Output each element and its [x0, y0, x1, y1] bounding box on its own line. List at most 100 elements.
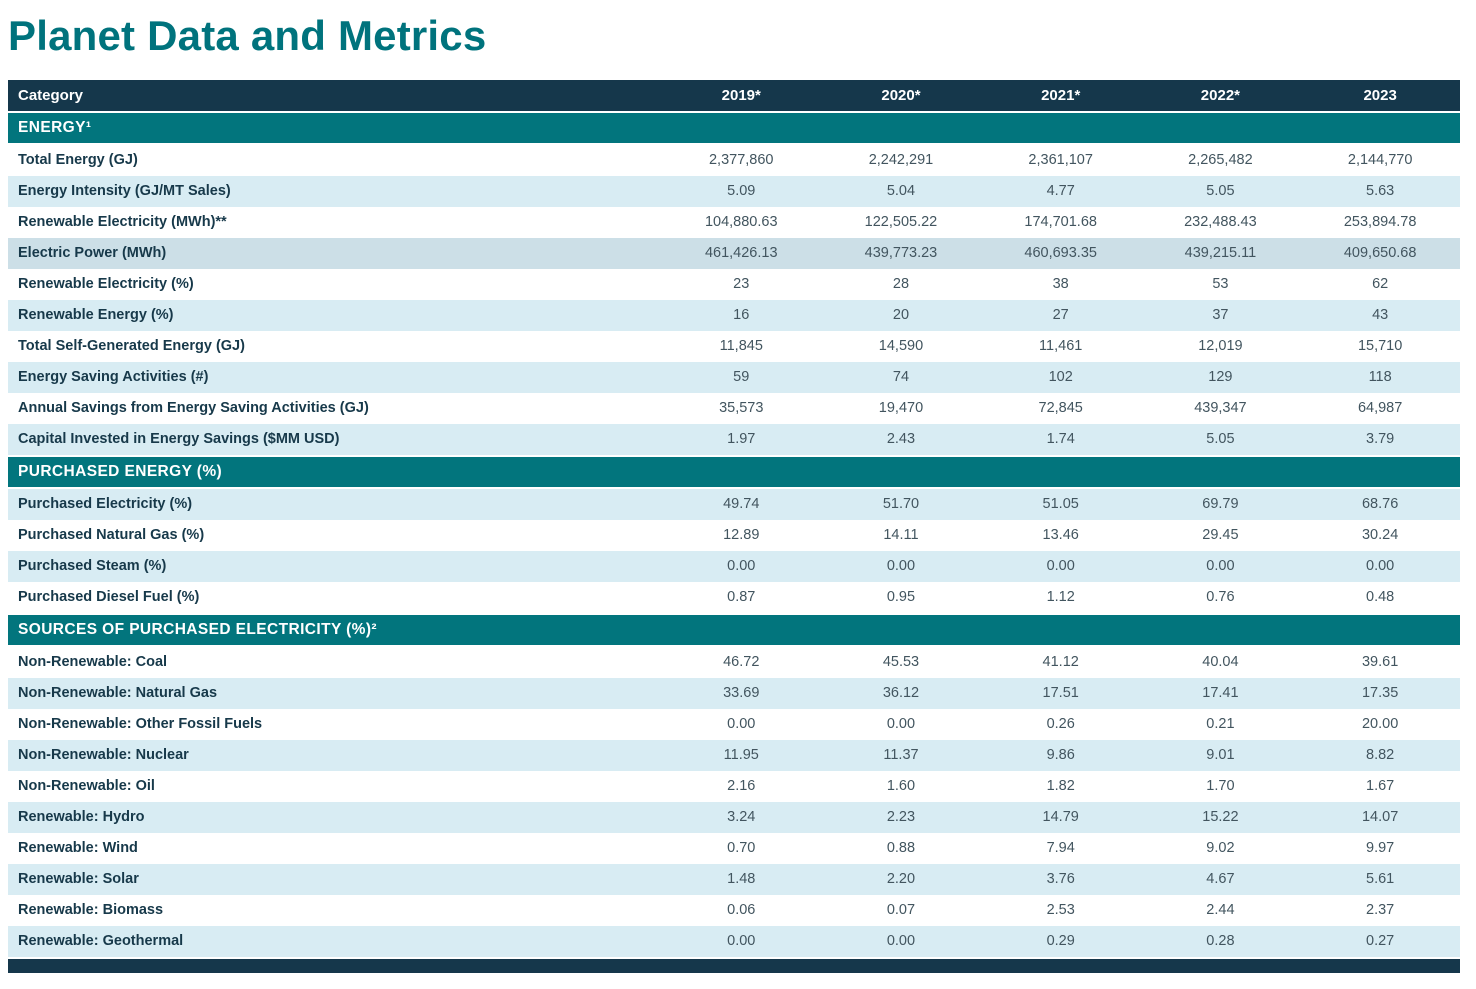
cell-value: 1.48: [727, 871, 756, 888]
cell-value: 439,347: [1194, 400, 1247, 417]
cell-value: 0.21: [1206, 716, 1235, 733]
cell-value: 46.72: [723, 654, 760, 671]
table-row: Annual Savings from Energy Saving Activi…: [8, 393, 1460, 425]
cell-value: 19,470: [878, 400, 924, 417]
column-header-year: 2021*: [980, 80, 1141, 114]
table-row: Purchased Steam (%) 0.00 0.00 0.00 0.00 0.00: [8, 551, 1460, 583]
cell-value: 0.00: [886, 716, 916, 733]
cell-value: 0.87: [727, 589, 756, 606]
row-label: Renewable: Wind: [18, 840, 138, 857]
cell-value: 17.35: [1361, 685, 1399, 702]
cell-value: 253,894.78: [1343, 214, 1417, 231]
cell-value: 74: [892, 369, 910, 386]
table-row: Non-Renewable: Natural Gas 33.69 36.12 17.5…: [8, 678, 1460, 710]
table-row: Renewable: Solar 1.48 2.20 3.76 4.67 5.61: [8, 864, 1460, 896]
column-header-year: 2020*: [821, 80, 981, 114]
row-label: Purchased Steam (%): [18, 558, 167, 575]
cell-value: 5.04: [886, 183, 916, 200]
row-label: Renewable: Hydro: [18, 809, 145, 826]
cell-value: 9.01: [1206, 747, 1235, 764]
table-row: Purchased Natural Gas (%) 12.89 14.11 13.46…: [8, 520, 1460, 552]
cell-value: 2,265,482: [1188, 152, 1253, 169]
cell-value: 2.43: [886, 431, 916, 448]
cell-value: 5.05: [1206, 431, 1235, 448]
column-header-category: Category: [8, 80, 662, 114]
cell-value: 39.61: [1361, 654, 1399, 671]
cell-value: 2.20: [886, 871, 916, 888]
section-header-label: SOURCES OF PURCHASED ELECTRICITY (%)²: [8, 613, 1460, 648]
cell-value: 460,693.35: [1024, 245, 1097, 262]
row-label: Non-Renewable: Nuclear: [18, 747, 189, 764]
page-title: Planet Data and Metrics: [8, 12, 487, 59]
section-header-row: ENERGY¹: [8, 111, 1460, 146]
cell-value: 4.77: [1046, 183, 1075, 200]
section-header-label: PURCHASED ENERGY (%): [8, 455, 1460, 490]
cell-value: 2.16: [727, 778, 756, 795]
row-label: Non-Renewable: Other Fossil Fuels: [18, 716, 263, 733]
cell-value: 20: [892, 307, 910, 324]
row-label: Renewable Electricity (MWh)**: [18, 214, 227, 231]
cell-value: 122,505.22: [864, 214, 938, 231]
column-header-row: Category 2019* 2020* 2021* 2022* 2023: [8, 80, 1460, 114]
cell-value: 0.76: [1206, 589, 1235, 606]
section-header-row: SOURCES OF PURCHASED ELECTRICITY (%)²: [8, 613, 1460, 648]
cell-value: 29.45: [1202, 527, 1239, 544]
cell-value: 0.00: [727, 933, 756, 950]
cell-value: 13.46: [1042, 527, 1079, 544]
cell-value: 64,987: [1357, 400, 1403, 417]
cell-value: 1.67: [1366, 778, 1395, 795]
cell-value: 7.94: [1046, 840, 1075, 857]
cell-value: 69.79: [1202, 496, 1239, 513]
cell-value: 2.44: [1206, 902, 1235, 919]
table-row: Renewable Electricity (%) 23 28 38 53 62: [8, 269, 1460, 301]
table-head: Category 2019* 2020* 2021* 2022* 2023: [8, 80, 1460, 114]
cell-value: 0.26: [1046, 716, 1075, 733]
table-row: Renewable Electricity (MWh)** 104,880.63 1…: [8, 207, 1460, 239]
row-label: Non-Renewable: Coal: [18, 654, 168, 671]
row-label: Purchased Electricity (%): [18, 496, 193, 513]
cell-value: 3.24: [727, 809, 756, 826]
cell-value: 1.12: [1046, 589, 1075, 606]
cell-value: 5.05: [1206, 183, 1235, 200]
table-row: Renewable: Biomass 0.06 0.07 2.53 2.44 2.37: [8, 895, 1460, 927]
cell-value: 9.86: [1046, 747, 1075, 764]
cell-value: 14.11: [883, 527, 919, 544]
cell-value: 2.37: [1366, 902, 1395, 919]
cell-value: 45.53: [882, 654, 920, 671]
cell-value: 17.41: [1202, 685, 1239, 702]
row-label: Purchased Diesel Fuel (%): [18, 589, 200, 606]
row-label: Renewable Electricity (%): [18, 276, 194, 293]
cell-value: 0.00: [1046, 558, 1075, 575]
column-header-year: 2019*: [661, 80, 822, 114]
row-label: Energy Intensity (GJ/MT Sales): [18, 183, 231, 200]
cell-value: 37: [1212, 307, 1229, 324]
section-header-row: PURCHASED ENERGY (%): [8, 455, 1460, 490]
cell-value: 62: [1372, 276, 1389, 293]
row-label: Energy Saving Activities (#): [18, 369, 209, 386]
cell-value: 232,488.43: [1184, 214, 1257, 231]
table-row: Purchased Electricity (%) 49.74 51.70 51.05…: [8, 488, 1460, 521]
cell-value: 16: [733, 307, 750, 324]
cell-value: 2,144,770: [1347, 152, 1413, 169]
cell-value: 41.12: [1042, 654, 1079, 671]
cell-value: 15.22: [1202, 809, 1239, 826]
cell-value: 0.28: [1206, 933, 1235, 950]
table-row: Energy Saving Activities (#) 59 74 102 129 11…: [8, 362, 1460, 394]
cell-value: 9.02: [1206, 840, 1235, 857]
table-row: Renewable Energy (%) 16 20 27 37 43: [8, 300, 1460, 332]
row-label: Renewable: Geothermal: [18, 933, 184, 950]
cell-value: 0.48: [1366, 589, 1395, 606]
cell-value: 1.82: [1046, 778, 1075, 795]
row-label: Total Energy (GJ): [18, 152, 138, 169]
cell-value: 0.70: [727, 840, 756, 857]
cell-value: 2,361,107: [1028, 152, 1093, 169]
cell-value: 72,845: [1038, 400, 1083, 417]
cell-value: 5.63: [1366, 183, 1395, 200]
table-row: Total Self-Generated Energy (GJ) 11,845 14…: [8, 331, 1460, 363]
cell-value: 20.00: [1361, 716, 1399, 733]
cell-value: 2.23: [886, 809, 916, 826]
table-body: ENERGY¹ Total Energy (GJ) 2,377,860 2,242,2…: [8, 111, 1460, 958]
cell-value: 5.09: [727, 183, 756, 200]
cell-value: 461,426.13: [704, 245, 778, 262]
